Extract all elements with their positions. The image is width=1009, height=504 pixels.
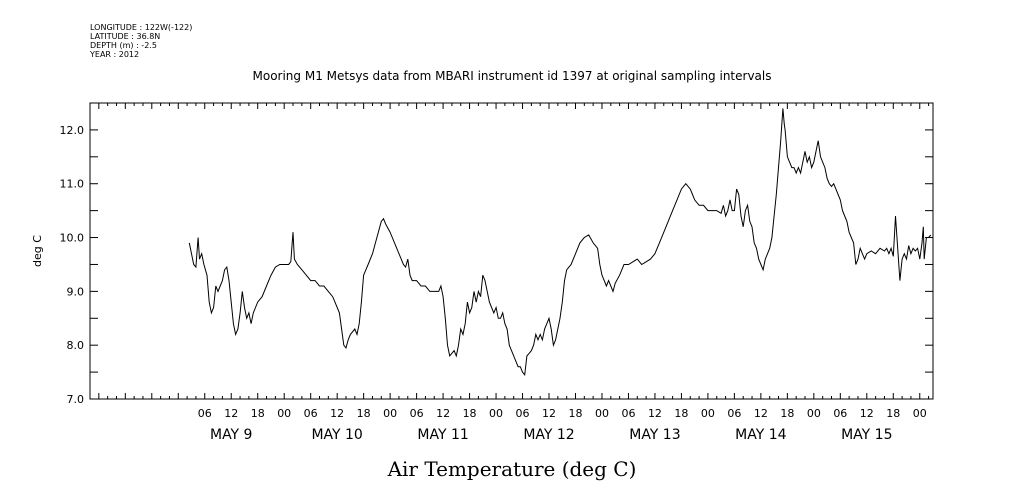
x-tick-label: 00	[277, 407, 291, 420]
metadata-block: LONGITUDE : 122W(-122) LATITUDE : 36.8N …	[89, 23, 192, 59]
metadata-latitude: LATITUDE : 36.8N	[90, 32, 160, 41]
y-tick-label: 11.0	[60, 178, 85, 191]
x-tick-label: 06	[727, 407, 741, 420]
x-tick-label: 12	[648, 407, 662, 420]
axes-group: 06 12 18 00 06 12 18 00 06 12 18 00 06 12 18 00 06 12 18 00…	[60, 102, 933, 443]
x-tick-label: 06	[833, 407, 847, 420]
x-tick-label: 00	[807, 407, 821, 420]
x-tick-label: 18	[780, 407, 794, 420]
chart-title: Mooring M1 Metsys data from MBARI instru…	[253, 69, 772, 83]
x-day-label: MAY 13	[629, 427, 680, 443]
x-tick-label: 00	[383, 407, 397, 420]
x-tick-label: 18	[886, 407, 900, 420]
metadata-year: YEAR : 2012	[89, 50, 139, 59]
y-tick-label: 10.0	[60, 232, 85, 245]
x-tick-label: 18	[568, 407, 582, 420]
plot-frame	[89, 102, 934, 400]
x-tick-label: 12	[224, 407, 238, 420]
x-tick-label: 06	[516, 407, 530, 420]
metadata-longitude: LONGITUDE : 122W(-122)	[90, 23, 192, 32]
x-day-label: MAY 9	[210, 427, 252, 443]
x-tick-label: 06	[410, 407, 424, 420]
x-tick-label: 12	[330, 407, 344, 420]
x-day-label: MAY 11	[417, 427, 468, 443]
x-tick-label: 06	[198, 407, 212, 420]
x-tick-label: 00	[595, 407, 609, 420]
y-tick-label: 8.0	[67, 339, 85, 352]
x-tick-label: 12	[860, 407, 874, 420]
metadata-depth: DEPTH (m) : -2.5	[90, 41, 157, 50]
x-tick-label: 00	[913, 407, 927, 420]
air-temperature-line	[188, 108, 932, 377]
x-tick-label: 18	[251, 407, 265, 420]
x-day-label: MAY 12	[523, 427, 574, 443]
x-axis-label: Air Temperature (deg C)	[387, 457, 637, 481]
x-tick-label: 12	[436, 407, 450, 420]
x-tick-label: 12	[754, 407, 768, 420]
x-tick-label: 00	[489, 407, 503, 420]
x-day-label: MAY 15	[841, 427, 892, 443]
y-tick-label: 12.0	[60, 124, 85, 137]
x-tick-label: 06	[304, 407, 318, 420]
y-axis-label: deg C	[31, 235, 44, 267]
series-group	[188, 108, 932, 377]
y-tick-label: 7.0	[67, 393, 85, 406]
x-tick-label: 06	[621, 407, 635, 420]
x-tick-label: 18	[463, 407, 477, 420]
x-day-label: MAY 14	[735, 427, 786, 443]
x-tick-label: 18	[357, 407, 371, 420]
x-tick-label: 00	[701, 407, 715, 420]
x-day-label: MAY 10	[311, 427, 362, 443]
x-tick-label: 18	[674, 407, 688, 420]
x-tick-label: 12	[542, 407, 556, 420]
y-tick-label: 9.0	[67, 285, 85, 298]
